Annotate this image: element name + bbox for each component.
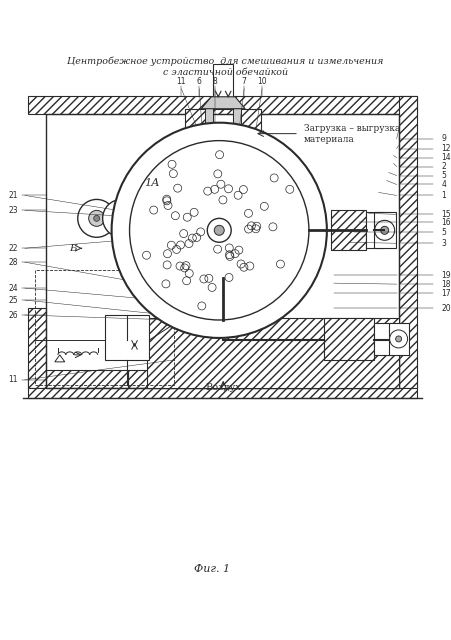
Text: 18: 18: [441, 280, 450, 289]
Bar: [330, 211, 365, 250]
Text: 23: 23: [8, 206, 18, 215]
Circle shape: [118, 216, 124, 221]
Circle shape: [214, 225, 224, 236]
Circle shape: [143, 216, 149, 221]
Text: 7: 7: [241, 77, 246, 86]
Text: Фиг. 1: Фиг. 1: [194, 564, 230, 574]
Text: 5: 5: [441, 228, 445, 237]
Bar: [147, 318, 398, 388]
Bar: [213, 64, 233, 109]
Bar: [373, 212, 395, 248]
Circle shape: [207, 218, 230, 243]
Circle shape: [129, 141, 308, 320]
Circle shape: [93, 216, 99, 221]
Text: 14: 14: [441, 153, 450, 162]
Text: 5: 5: [441, 171, 445, 180]
Circle shape: [102, 200, 140, 237]
Bar: [185, 109, 213, 139]
Bar: [398, 96, 416, 388]
Polygon shape: [201, 97, 244, 109]
Text: 1: 1: [441, 191, 445, 200]
Text: 9: 9: [441, 134, 445, 143]
Bar: [127, 370, 416, 388]
Text: Центробежное устройство  для смешивания и измельчения: Центробежное устройство для смешивания и…: [67, 56, 382, 66]
Text: 8: 8: [212, 77, 217, 86]
Bar: [211, 288, 235, 318]
Bar: [323, 318, 373, 360]
Text: 19: 19: [441, 271, 450, 280]
Text: 11: 11: [9, 375, 18, 384]
Circle shape: [380, 227, 388, 234]
Text: 11: 11: [176, 77, 186, 86]
Text: 21: 21: [9, 191, 18, 200]
Text: 15: 15: [441, 210, 450, 219]
Circle shape: [88, 211, 104, 227]
Bar: [35, 270, 174, 385]
Bar: [104, 315, 149, 360]
Text: 28: 28: [9, 258, 18, 267]
Bar: [215, 139, 230, 161]
Text: 2: 2: [441, 162, 445, 171]
Text: 17: 17: [441, 289, 450, 298]
Text: Воздух: Воздух: [205, 383, 240, 392]
Circle shape: [78, 200, 115, 237]
Circle shape: [113, 211, 129, 227]
Text: 16: 16: [441, 218, 450, 227]
Circle shape: [395, 336, 401, 342]
Text: 22: 22: [9, 244, 18, 253]
Bar: [28, 388, 416, 397]
Bar: [233, 108, 241, 125]
Text: 4: 4: [441, 180, 445, 189]
Bar: [233, 109, 261, 139]
Text: материала: материала: [303, 135, 354, 144]
Text: 6: 6: [197, 77, 201, 86]
Bar: [28, 96, 416, 114]
Text: Б: Б: [69, 244, 76, 253]
Bar: [365, 212, 383, 248]
Text: 26: 26: [8, 310, 18, 319]
Bar: [215, 278, 230, 298]
Text: Загрузка – выгрузка: Загрузка – выгрузка: [303, 124, 399, 133]
Text: 3: 3: [441, 239, 445, 248]
Circle shape: [374, 220, 394, 240]
Text: 20: 20: [441, 303, 450, 312]
Circle shape: [127, 200, 165, 237]
Text: 12: 12: [441, 144, 450, 153]
Bar: [28, 308, 46, 388]
Text: 10: 10: [257, 77, 266, 86]
Circle shape: [389, 330, 407, 348]
Bar: [46, 114, 398, 388]
Text: 25: 25: [8, 296, 18, 305]
Text: 24: 24: [8, 284, 18, 292]
Bar: [388, 323, 408, 355]
Bar: [205, 108, 213, 125]
Circle shape: [138, 211, 154, 227]
Text: 1А: 1А: [143, 179, 159, 188]
Bar: [28, 370, 127, 388]
Circle shape: [111, 123, 326, 338]
Bar: [165, 198, 183, 238]
Bar: [373, 323, 393, 355]
Text: с эластичной обечайкой: с эластичной обечайкой: [162, 68, 287, 77]
